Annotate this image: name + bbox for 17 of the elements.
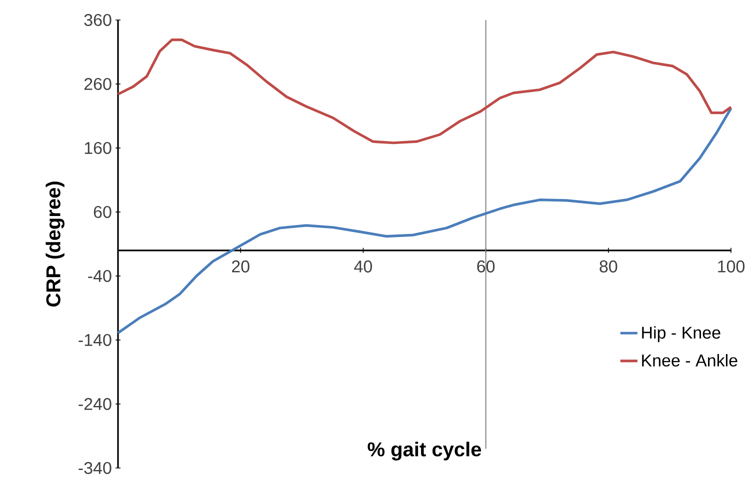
y-tick-label: -340 xyxy=(78,462,112,474)
x-tick-label: 80 xyxy=(600,260,618,272)
x-tick-label: 20 xyxy=(232,260,250,272)
y-tick-label: 360 xyxy=(84,14,112,26)
y-tick-label: 60 xyxy=(94,206,112,218)
y-tick-label: -240 xyxy=(78,398,112,410)
y-tick-label: 160 xyxy=(84,142,112,154)
line-series xyxy=(116,38,732,144)
x-tick-label: 100 xyxy=(718,260,745,272)
legend-label: Knee - Ankle xyxy=(642,354,738,367)
y-tick-label: 260 xyxy=(84,78,112,90)
legend-label: Hip - Knee xyxy=(642,326,720,342)
y-tick-label: -40 xyxy=(88,270,112,282)
y-axis-title: CRP (degree) xyxy=(46,182,64,307)
x-tick-label: 40 xyxy=(354,260,372,272)
x-axis-title: % gait cycle xyxy=(368,442,482,460)
y-tick-label: -140 xyxy=(78,334,112,346)
